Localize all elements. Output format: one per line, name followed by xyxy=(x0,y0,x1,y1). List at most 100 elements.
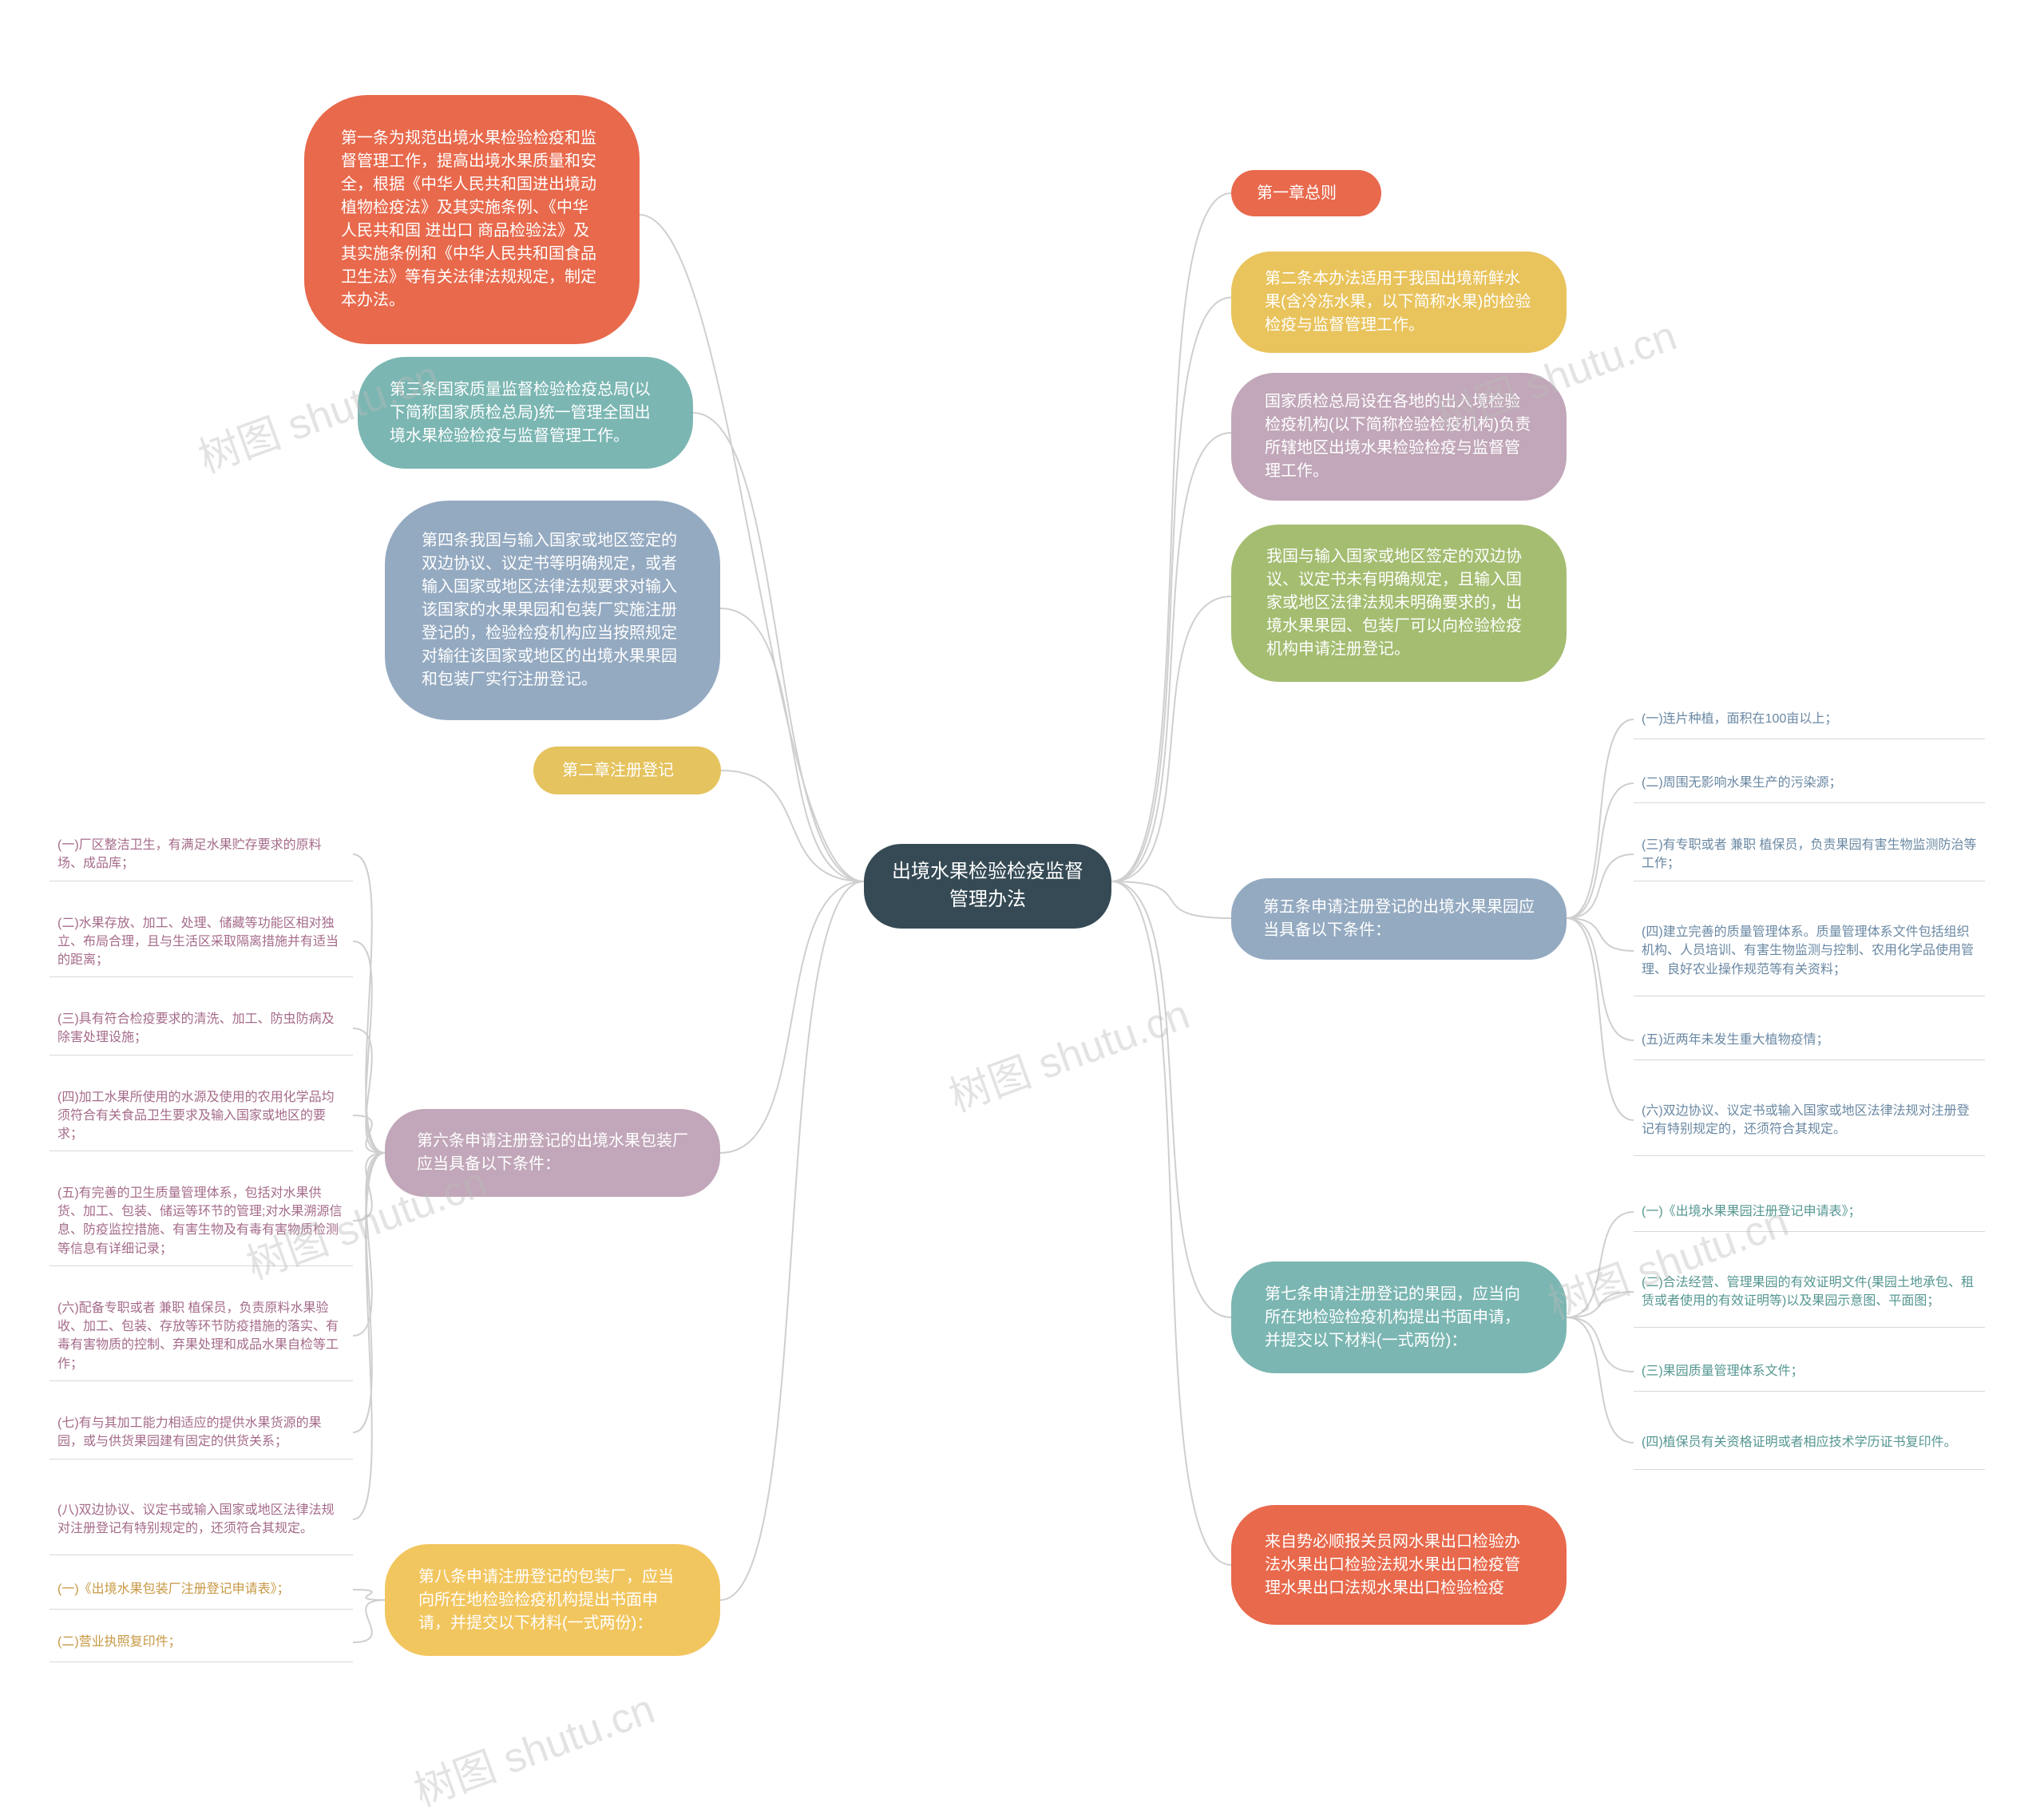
mindmap-leaf: (一)《出境水果包装厂注册登记申请表》； xyxy=(50,1574,353,1606)
edge xyxy=(1111,596,1231,881)
leaf-underline xyxy=(1634,1469,1985,1470)
mindmap-stage: 出境水果检验检疫监督管理办法 第一条为规范出境水果检验检疫和监督管理工作，提高出境… xyxy=(0,0,2044,1810)
node-text: 第四条我国与输入国家或地区签定的双边协议、议定书等明确规定，或者输入国家或地区法… xyxy=(422,529,683,691)
node-text: 第一条为规范出境水果检验检疫和监督管理工作，提高出境水果质量和安全，根据《中华人… xyxy=(341,127,603,312)
edge xyxy=(1567,1212,1634,1317)
mindmap-leaf: (二)营业执照复印件； xyxy=(50,1626,353,1658)
mindmap-node: 国家质检总局设在各地的出入境检验检疫机构(以下简称检验检疫机构)负责所辖地区出境… xyxy=(1231,373,1567,501)
mindmap-node: 第一条为规范出境水果检验检疫和监督管理工作，提高出境水果质量和安全，根据《中华人… xyxy=(304,95,640,344)
edge xyxy=(1111,433,1231,881)
mindmap-leaf: (四)加工水果所使用的水源及使用的农用化学品均须符合有关食品卫生要求及输入国家或… xyxy=(50,1083,353,1149)
edge xyxy=(353,1590,385,1600)
node-text: 第八条申请注册登记的包装厂，应当向所在地检验检疫机构提出书面申请，并提交以下材料… xyxy=(418,1566,687,1635)
edge xyxy=(1567,1292,1634,1317)
edge xyxy=(1567,918,1634,1120)
leaf-underline xyxy=(1634,1391,1985,1392)
leaf-underline xyxy=(50,1661,353,1662)
leaf-text: (五)有完善的卫生质量管理体系，包括对水果供货、加工、包装、储运等环节的管理;对… xyxy=(57,1184,345,1258)
edge xyxy=(1111,881,1231,1565)
mindmap-leaf: (四)建立完善的质量管理体系。质量管理体系文件包括组织机构、人员培训、有害生物监… xyxy=(1634,909,1985,992)
mindmap-node: 第七条申请注册登记的果园，应当向所在地检验检疫机构提出书面申请，并提交以下材料(… xyxy=(1231,1261,1567,1373)
leaf-underline xyxy=(50,1265,353,1266)
edge xyxy=(1567,719,1634,918)
node-text: 我国与输入国家或地区签定的双边协议、议定书未有明确规定，且输入国家或地区法律法规… xyxy=(1266,545,1531,661)
mindmap-node: 第一章总则 xyxy=(1231,170,1381,216)
node-text: 第二章注册登记 xyxy=(562,759,692,782)
mindmap-leaf: (三)具有符合检疫要求的清洗、加工、防虫防病及除害处理设施； xyxy=(50,1005,353,1052)
edge xyxy=(720,881,864,1153)
mindmap-node: 我国与输入国家或地区签定的双边协议、议定书未有明确规定，且输入国家或地区法律法规… xyxy=(1231,525,1567,682)
mindmap-leaf: (六)配备专职或者 兼职 植保员，负责原料水果验收、加工、包装、存放等环节防疫措… xyxy=(50,1294,353,1378)
leaf-underline xyxy=(50,1609,353,1610)
mindmap-leaf: (五)近两年未发生重大植物疫情； xyxy=(1634,1024,1985,1056)
leaf-underline xyxy=(50,976,353,977)
edge xyxy=(720,881,864,1600)
node-text: 第三条国家质量监督检验检疫总局(以下简称国家质检总局)统一管理全国出境水果检验检… xyxy=(390,378,661,448)
mindmap-node: 第二条本办法适用于我国出境新鲜水果(含冷冻水果，以下简称水果)的检验检疫与监督管… xyxy=(1231,251,1567,353)
mindmap-node: 第二章注册登记 xyxy=(533,747,721,794)
edge xyxy=(1567,918,1634,1040)
leaf-underline xyxy=(1634,802,1985,803)
mindmap-leaf: (二)合法经营、管理果园的有效证明文件(果园土地承包、租赁或者使用的有效证明等)… xyxy=(1634,1260,1985,1324)
edge xyxy=(353,1028,385,1153)
leaf-text: (二)营业执照复印件； xyxy=(57,1633,345,1651)
edge xyxy=(1111,193,1231,881)
edge xyxy=(353,854,385,1153)
edge xyxy=(1111,881,1231,918)
mindmap-leaf: (二)水果存放、加工、处理、储藏等功能区相对独立、布局合理，且与生活区采取隔离措… xyxy=(50,909,353,975)
leaf-text: (一)厂区整洁卫生，有满足水果贮存要求的原料场、成品库； xyxy=(57,836,345,873)
node-text: 第五条申请注册登记的出境水果果园应当具备以下条件： xyxy=(1263,896,1535,942)
leaf-text: (四)植保员有关资格证明或者相应技术学历证书复印件。 xyxy=(1642,1433,1977,1452)
node-text: 第二条本办法适用于我国出境新鲜水果(含冷冻水果，以下简称水果)的检验检疫与监督管… xyxy=(1265,267,1533,337)
leaf-text: (二)合法经营、管理果园的有效证明文件(果园土地承包、租赁或者使用的有效证明等)… xyxy=(1642,1273,1977,1310)
edge xyxy=(1567,1317,1634,1372)
leaf-underline xyxy=(1634,1231,1985,1232)
mindmap-leaf: (二)周围无影响水果生产的污染源； xyxy=(1634,767,1985,799)
edge xyxy=(1567,854,1634,918)
mindmap-leaf: (五)有完善的卫生质量管理体系，包括对水果供货、加工、包装、储运等环节的管理;对… xyxy=(50,1179,353,1263)
mindmap-leaf: (三)有专职或者 兼职 植保员，负责果园有害生物监测防治等工作； xyxy=(1634,831,1985,877)
leaf-text: (三)有专职或者 兼职 植保员，负责果园有害生物监测防治等工作； xyxy=(1642,836,1977,873)
leaf-text: (四)建立完善的质量管理体系。质量管理体系文件包括组织机构、人员培训、有害生物监… xyxy=(1642,923,1977,979)
edge xyxy=(353,941,385,1153)
edge xyxy=(353,1115,385,1153)
mindmap-node: 第五条申请注册登记的出境水果果园应当具备以下条件： xyxy=(1231,878,1567,960)
edge xyxy=(1111,881,1231,1317)
node-text: 来自势必顺报关员网水果出口检验办法水果出口检验法规水果出口检疫管理水果出口法规水… xyxy=(1265,1531,1533,1600)
mindmap-leaf: (六)双边协议、议定书或输入国家或地区法律法规对注册登记有特别规定的，还须符合其… xyxy=(1634,1088,1985,1152)
mindmap-leaf: (三)果园质量管理体系文件； xyxy=(1634,1356,1985,1388)
mindmap-leaf: (四)植保员有关资格证明或者相应技术学历证书复印件。 xyxy=(1634,1420,1985,1466)
mindmap-node: 第六条申请注册登记的出境水果包装厂应当具备以下条件： xyxy=(385,1109,720,1197)
leaf-text: (三)具有符合检疫要求的清洗、加工、防虫防病及除害处理设施； xyxy=(57,1010,345,1047)
mindmap-leaf: (一)连片种植，面积在100亩以上； xyxy=(1634,703,1985,735)
node-text: 第六条申请注册登记的出境水果包装厂应当具备以下条件： xyxy=(417,1130,688,1176)
leaf-text: (六)双边协议、议定书或输入国家或地区法律法规对注册登记有特别规定的，还须符合其… xyxy=(1642,1102,1977,1139)
mindmap-leaf: (七)有与其加工能力相适应的提供水果货源的果园，或与供货果园建有固定的供货关系； xyxy=(50,1409,353,1456)
node-text: 出境水果检验检疫监督管理办法 xyxy=(888,858,1087,914)
mindmap-leaf: (一)《出境水果果园注册登记申请表》； xyxy=(1634,1196,1985,1228)
edge xyxy=(353,1153,385,1432)
edge xyxy=(353,1153,385,1519)
mindmap-node: 第八条申请注册登记的包装厂，应当向所在地检验检疫机构提出书面申请，并提交以下材料… xyxy=(385,1544,720,1656)
leaf-text: (一)《出境水果包装厂注册登记申请表》； xyxy=(57,1580,345,1598)
edge xyxy=(1111,298,1231,882)
mindmap-leaf: (八)双边协议、议定书或输入国家或地区法律法规对注册登记有特别规定的，还须符合其… xyxy=(50,1487,353,1551)
node-text: 第七条申请注册登记的果园，应当向所在地检验检疫机构提出书面申请，并提交以下材料(… xyxy=(1265,1283,1533,1353)
leaf-text: (二)周围无影响水果生产的污染源； xyxy=(1642,774,1977,792)
edge xyxy=(1567,783,1634,918)
mindmap-leaf: (一)厂区整洁卫生，有满足水果贮存要求的原料场、成品库； xyxy=(50,831,353,877)
mindmap-node: 第三条国家质量监督检验检疫总局(以下简称国家质检总局)统一管理全国出境水果检验检… xyxy=(358,357,693,469)
mindmap-node: 来自势必顺报关员网水果出口检验办法水果出口检验法规水果出口检疫管理水果出口法规水… xyxy=(1231,1505,1567,1625)
leaf-text: (六)配备专职或者 兼职 植保员，负责原料水果验收、加工、包装、存放等环节防疫措… xyxy=(57,1299,345,1373)
edge xyxy=(1567,918,1634,951)
mindmap-node: 出境水果检验检疫监督管理办法 xyxy=(864,844,1111,929)
leaf-underline xyxy=(1634,1059,1985,1060)
leaf-underline xyxy=(50,1055,353,1056)
leaf-text: (五)近两年未发生重大植物疫情； xyxy=(1642,1031,1977,1049)
edge xyxy=(1567,1317,1634,1443)
leaf-text: (三)果园质量管理体系文件； xyxy=(1642,1362,1977,1380)
leaf-underline xyxy=(1634,1327,1985,1328)
edge xyxy=(353,1153,385,1336)
leaf-text: (一)《出境水果果园注册登记申请表》； xyxy=(1642,1202,1977,1221)
node-text: 第一章总则 xyxy=(1257,182,1356,205)
